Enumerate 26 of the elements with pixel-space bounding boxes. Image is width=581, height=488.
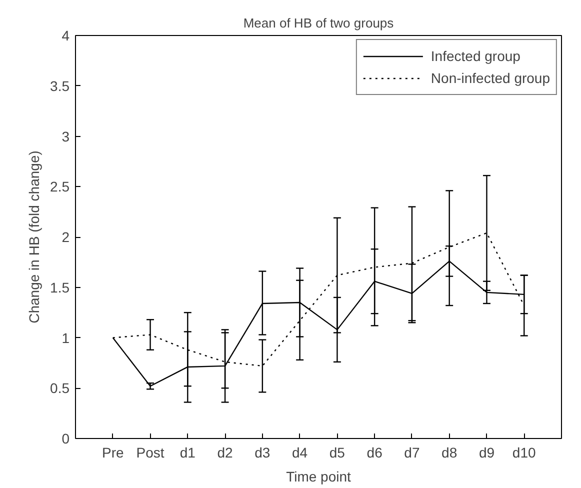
y-axis-title: Change in HB (fold change) [26, 150, 42, 324]
y-tick-label: 1.5 [50, 279, 70, 296]
chart-title: Mean of HB of two groups [243, 16, 394, 30]
x-tick-label: d2 [217, 444, 234, 460]
x-tick-label: d8 [442, 444, 458, 460]
y-tick-label: 0.5 [50, 380, 70, 396]
legend-label: Infected group [430, 48, 520, 64]
y-tick-label: 2 [62, 229, 70, 245]
x-tick-label: d1 [180, 444, 196, 460]
y-tick-label: 3 [62, 128, 70, 144]
x-tick-label: d4 [292, 444, 308, 460]
x-tick-label: Post [136, 444, 164, 460]
x-tick-label: d9 [478, 444, 495, 460]
y-tick-label: 2.5 [50, 178, 70, 195]
x-tick-label: d6 [366, 444, 383, 460]
x-axis-title: Time point [286, 468, 352, 484]
x-tick-label: d3 [254, 444, 270, 460]
x-tick-label: Pre [102, 444, 124, 460]
y-tick-label: 0 [62, 430, 70, 446]
x-tick-label: d7 [404, 444, 420, 460]
x-tick-label: d10 [512, 444, 536, 460]
x-tick-label: d5 [329, 444, 346, 460]
y-tick-label: 1 [62, 330, 70, 346]
y-tick-label: 4 [62, 28, 70, 44]
y-tick-label: 3.5 [50, 78, 70, 94]
legend-label: Non-infected group [430, 70, 550, 86]
